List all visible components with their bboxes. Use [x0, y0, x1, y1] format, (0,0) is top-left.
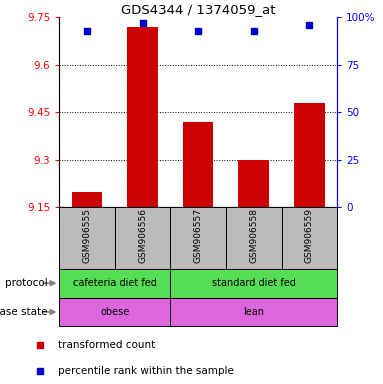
Text: transformed count: transformed count [58, 340, 155, 350]
Text: GSM906558: GSM906558 [249, 207, 258, 263]
Bar [59, 207, 115, 269]
Bar [170, 298, 337, 326]
Text: percentile rank within the sample: percentile rank within the sample [58, 366, 234, 376]
Bar [239, 160, 269, 207]
Text: GSM906557: GSM906557 [194, 207, 203, 263]
Bar [59, 298, 170, 326]
Text: obese: obese [100, 307, 129, 317]
Text: GSM906555: GSM906555 [83, 207, 92, 263]
Text: protocol: protocol [5, 278, 48, 288]
Bar [115, 207, 170, 269]
Bar [294, 103, 324, 207]
Text: GSM906559: GSM906559 [305, 207, 314, 263]
Text: standard diet fed: standard diet fed [212, 278, 296, 288]
Bar [72, 192, 102, 207]
Bar [282, 207, 337, 269]
Bar [183, 122, 213, 207]
Text: lean: lean [243, 307, 264, 317]
Bar [128, 27, 158, 207]
Bar [59, 269, 170, 298]
Text: cafeteria diet fed: cafeteria diet fed [73, 278, 157, 288]
Bar [226, 207, 282, 269]
Bar [170, 207, 226, 269]
Text: GSM906556: GSM906556 [138, 207, 147, 263]
Bar [170, 269, 337, 298]
Title: GDS4344 / 1374059_at: GDS4344 / 1374059_at [121, 3, 275, 16]
Text: disease state: disease state [0, 307, 48, 317]
